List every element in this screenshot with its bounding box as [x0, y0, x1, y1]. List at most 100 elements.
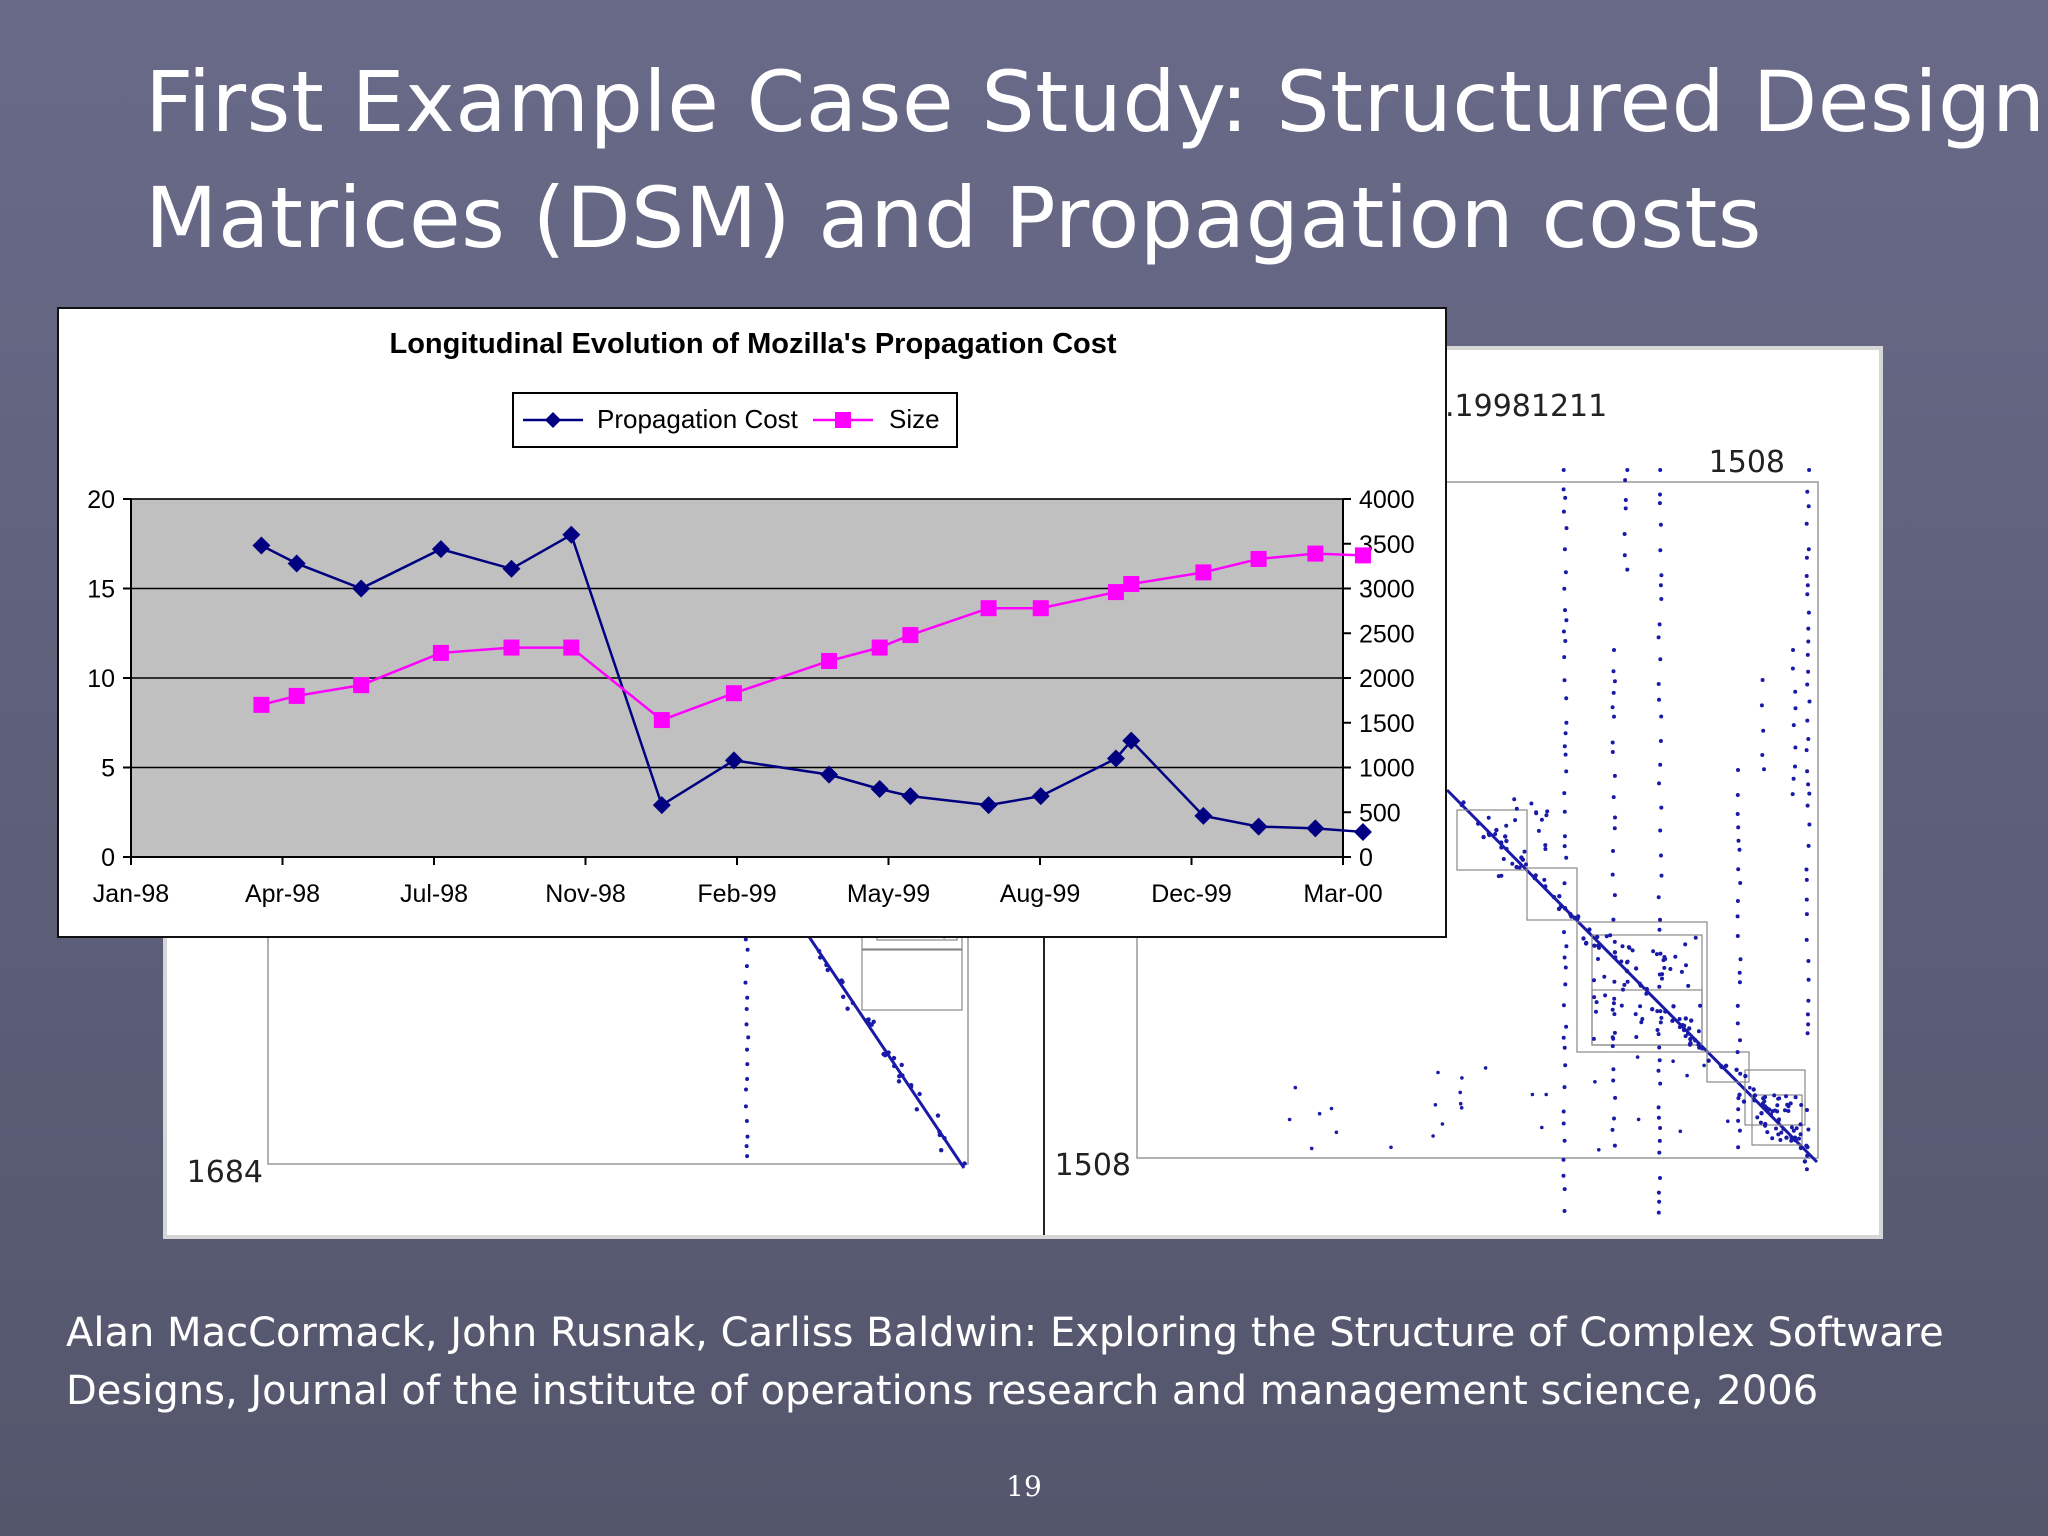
dsm-dot — [1562, 1138, 1567, 1143]
dsm-dot — [1622, 982, 1627, 987]
dsm-dot — [1651, 949, 1656, 954]
right-y-tick-label: 1500 — [1359, 710, 1415, 738]
dsm-dot — [1737, 1128, 1742, 1133]
dsm-dot — [1564, 769, 1569, 774]
dsm-dot — [1737, 970, 1742, 975]
data-point-size — [1195, 564, 1212, 581]
dsm-dot — [1431, 1134, 1435, 1138]
dsm-dot — [1658, 951, 1663, 956]
dsm-dot — [1789, 1125, 1794, 1130]
dsm-dot — [1802, 1159, 1808, 1164]
dsm-dot — [1539, 817, 1544, 822]
dsm-dot — [1476, 821, 1481, 826]
dsm-dot — [1610, 1044, 1615, 1049]
dsm-dot — [1575, 916, 1580, 921]
dsm-dot — [1737, 1092, 1742, 1097]
dsm-dot — [1804, 877, 1809, 882]
dsm-dot — [1658, 762, 1663, 767]
dsm-dot — [1656, 1032, 1661, 1037]
dsm-dot — [1743, 1073, 1748, 1079]
dsm-dot — [1568, 912, 1573, 917]
dsm-dot — [962, 1161, 967, 1166]
dsm-dot — [1563, 608, 1567, 613]
dsm-dot — [1775, 1103, 1780, 1108]
dsm-dot — [1806, 639, 1811, 644]
dsm-dot — [1564, 526, 1569, 531]
dsm-dot — [1657, 927, 1662, 932]
dsm-dot — [1611, 1078, 1616, 1083]
x-tick-label: Jan-98 — [93, 880, 169, 908]
dsm-dot — [1644, 986, 1650, 992]
dsm-dot — [1759, 703, 1764, 708]
x-tick-label: Jul-98 — [400, 880, 468, 908]
dsm-dot — [1597, 1148, 1601, 1152]
dsm-dot — [1625, 567, 1630, 572]
slide-title: First Example Case Study: Structured Des… — [145, 44, 2045, 276]
data-point-propagation-cost — [1194, 806, 1213, 825]
data-point-size — [1354, 547, 1371, 564]
dsm-dot — [1776, 1097, 1780, 1101]
right-y-tick-label: 3000 — [1359, 576, 1415, 604]
dsm-dot — [1612, 648, 1616, 652]
data-point-size — [821, 652, 838, 669]
dsm-dot — [1748, 1085, 1752, 1090]
dsm-dot — [1658, 1020, 1663, 1025]
dsm-dot — [1805, 489, 1810, 494]
dsm-dot — [1770, 1136, 1775, 1141]
dsm-dot — [1611, 690, 1616, 695]
dsm-dot — [1805, 1012, 1810, 1017]
dsm-dot — [1563, 495, 1568, 500]
right-dsm-block — [1706, 1051, 1750, 1083]
dsm-dot — [745, 1077, 750, 1081]
dsm-dot — [1659, 805, 1664, 810]
dsm-dot — [871, 1019, 876, 1024]
dsm-dot — [1656, 1105, 1661, 1110]
dsm-dot — [1563, 982, 1568, 987]
dsm-dot — [1781, 1126, 1786, 1131]
dsm-dot — [1793, 745, 1798, 750]
data-point-propagation-cost — [287, 554, 306, 573]
dsm-dot — [1687, 1042, 1693, 1047]
dsm-dot — [1657, 1150, 1662, 1155]
dsm-dot — [1806, 1022, 1811, 1027]
dsm-dot — [743, 980, 748, 985]
dsm-dot — [1562, 1085, 1567, 1090]
data-point-size — [1123, 576, 1140, 593]
dsm-dot — [1561, 1109, 1566, 1114]
dsm-dot — [744, 1087, 748, 1092]
dsm-dot — [1696, 1042, 1701, 1047]
dsm-dot — [1593, 1080, 1597, 1084]
dsm-dot — [1762, 1099, 1767, 1104]
dsm-dot — [899, 1062, 904, 1068]
dsm-dot — [745, 1154, 750, 1159]
data-point-size — [902, 627, 919, 644]
dsm-dot — [1561, 487, 1566, 492]
dsm-dot — [1562, 1209, 1567, 1213]
dsm-dot — [1784, 1094, 1788, 1099]
dsm-dot — [1520, 857, 1526, 862]
dsm-dot — [1659, 573, 1664, 578]
dsm-dot — [1736, 838, 1741, 843]
dsm-dot — [1657, 622, 1662, 627]
dsm-dot — [1481, 834, 1486, 840]
dsm-dot — [1658, 1126, 1663, 1130]
dsm-dot — [1663, 1009, 1668, 1014]
left-y-tick-label: 0 — [101, 844, 115, 872]
dsm-dot — [1561, 629, 1566, 634]
dsm-dot — [914, 1107, 919, 1112]
dsm-dot — [1619, 959, 1624, 964]
dsm-dot — [1805, 682, 1810, 687]
data-point-size — [725, 685, 742, 702]
dsm-dot — [1608, 933, 1613, 938]
dsm-dot — [1736, 1107, 1741, 1112]
dsm-dot — [1798, 1132, 1803, 1137]
data-point-propagation-cost — [431, 540, 450, 559]
data-point-propagation-cost — [1306, 819, 1325, 838]
dsm-dot — [825, 967, 830, 973]
dsm-dot — [1611, 669, 1616, 674]
dsm-dot — [1791, 648, 1795, 652]
dsm-dot — [1562, 844, 1567, 849]
dsm-dot — [1804, 521, 1809, 526]
dsm-dot — [824, 962, 829, 968]
data-point-size — [253, 696, 270, 713]
